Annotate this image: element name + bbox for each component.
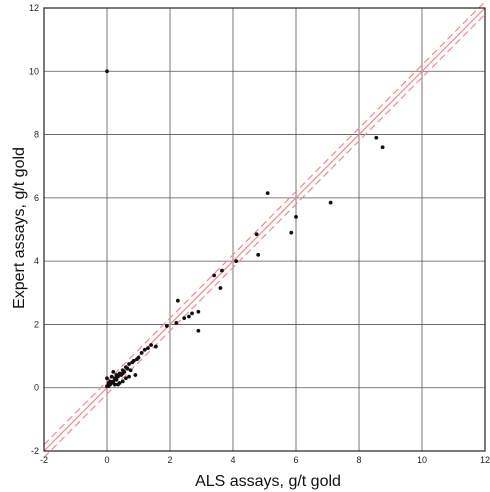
data-point — [149, 343, 154, 347]
y-tick-label: 12 — [29, 3, 39, 13]
data-point — [256, 252, 261, 257]
y-tick-label: 0 — [34, 383, 39, 393]
y-tick-label: 10 — [29, 66, 39, 76]
data-point — [234, 259, 239, 264]
grid-lines — [43, 7, 486, 452]
x-tick-label: 10 — [417, 455, 427, 465]
data-point — [164, 324, 169, 328]
data-point — [218, 286, 223, 290]
data-point — [128, 368, 133, 373]
data-point — [374, 135, 379, 140]
x-tick-label: 12 — [480, 455, 490, 465]
data-point — [294, 214, 298, 219]
data-point — [380, 145, 385, 150]
data-point — [174, 320, 179, 325]
data-point — [190, 311, 194, 316]
data-point — [212, 273, 217, 278]
x-tick-label: 8 — [356, 455, 361, 465]
data-point — [105, 384, 109, 389]
data-point — [146, 346, 150, 351]
data-point — [105, 69, 109, 74]
y-tick-label: 6 — [34, 193, 39, 203]
data-point — [114, 373, 119, 377]
x-axis-title: ALS assays, g/t gold — [195, 473, 341, 490]
reference-line-dashed — [43, 1, 486, 446]
y-tick-label: 4 — [34, 256, 39, 266]
data-point — [133, 373, 138, 377]
plot-frame — [43, 7, 486, 452]
data-point — [139, 351, 144, 355]
data-point — [196, 328, 201, 333]
data-point — [142, 347, 147, 352]
y-tick-label: 2 — [34, 319, 39, 329]
x-tick-label: 4 — [230, 455, 235, 465]
data-point — [111, 369, 116, 374]
data-point — [120, 379, 125, 384]
y-tick-label: 8 — [34, 130, 39, 140]
x-tick-label: 2 — [167, 455, 172, 465]
data-point — [153, 344, 158, 349]
data-point — [109, 374, 114, 379]
data-point — [182, 316, 187, 320]
data-point — [289, 230, 294, 235]
data-point — [106, 381, 111, 385]
data-point — [254, 232, 259, 237]
reference-lines — [43, 1, 486, 458]
x-tick-label: 6 — [293, 455, 298, 465]
data-point — [130, 360, 135, 365]
x-tick-label: -2 — [40, 455, 48, 465]
x-tick-labels: -2 0 2 4 6 8 10 12 — [40, 455, 490, 465]
data-point — [116, 382, 120, 387]
data-point — [265, 191, 270, 196]
data-points — [105, 69, 385, 389]
data-point — [112, 376, 117, 381]
y-tick-labels: -2 0 2 4 6 8 10 12 — [29, 3, 39, 456]
data-point — [112, 382, 117, 387]
data-point — [187, 314, 191, 319]
data-point — [175, 298, 180, 303]
data-point — [196, 309, 201, 314]
x-tick-label: 0 — [104, 455, 109, 465]
data-point — [220, 268, 224, 273]
y-axis-title: Expert assays, g/t gold — [11, 147, 28, 309]
data-point — [124, 365, 128, 370]
data-point — [328, 200, 333, 205]
data-point — [127, 374, 131, 379]
data-point — [135, 357, 139, 362]
data-point — [127, 362, 131, 366]
data-point — [124, 376, 128, 381]
data-point — [105, 376, 109, 381]
data-point — [120, 368, 125, 373]
reference-line-dashed — [43, 13, 486, 458]
y-tick-label: -2 — [31, 446, 39, 456]
data-point — [117, 371, 122, 376]
